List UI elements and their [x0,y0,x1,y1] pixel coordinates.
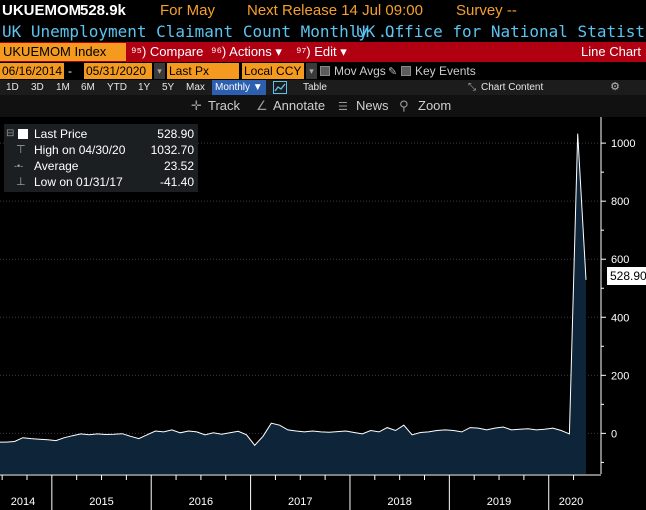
x-tick-label: 2015 [89,496,113,508]
security-subheader: UK Unemployment Claimant Count Monthly .… [0,22,646,42]
annotate-icon[interactable]: ∠ [256,98,268,113]
chart-content-button[interactable]: Chart Content [481,82,544,93]
annotate-button[interactable]: Annotate [273,98,326,113]
compare-button[interactable]: ⁹⁵) Compare [131,44,204,59]
security-title: UK Unemployment Claimant Count Monthly .… [2,22,407,41]
legend-average-value: 23.52 [163,159,194,173]
price-field-select[interactable]: Last Px [167,63,239,79]
ticker-symbol: UKUEMOM [2,2,82,19]
chart-content-icon[interactable]: ⤡ [468,82,476,93]
legend-average-label: Average [34,159,79,173]
period-bar: 1D 3D 1M 6M YTD 1Y 5Y Max Monthly ▼ Tabl… [0,80,646,95]
index-field[interactable]: UKUEMOM Index [0,43,126,61]
period-ytd[interactable]: YTD [107,82,127,93]
legend-low-value: -41.40 [159,175,194,189]
key-events-checkbox[interactable] [401,66,411,76]
news-icon[interactable]: ☰ [338,101,348,113]
period-5y[interactable]: 5Y [162,82,175,93]
series-line [0,133,587,447]
start-date-field[interactable]: 06/16/2014 [0,63,64,79]
end-date-dropdown-icon[interactable]: ▾ [154,63,165,79]
function-toolbar: UKUEMOM Index ⁹⁵) Compare ⁹⁶) Actions ▾ … [0,42,646,62]
line-chart[interactable]: 0 200 400 600 800 1000 2014 2015 2016 2017 2018 20… [0,117,646,510]
x-tick-label: 2014 [11,496,35,508]
date-separator: - [68,64,72,78]
actions-menu[interactable]: ⁹⁶) Actions ▾ [211,44,282,59]
legend-high-value: 1032.70 [150,143,194,157]
legend-low: ⊥ Low on 01/31/17 -41.40 [4,174,198,190]
legend-low-label: Low on 01/31/17 [34,175,123,189]
period-1m[interactable]: 1M [56,82,70,93]
x-tick-label: 2017 [288,496,312,508]
chart-options-bar: 06/16/2014 - 05/31/2020 ▾ Last Px Local … [0,63,646,79]
period-max[interactable]: Max [186,82,205,93]
x-tick-label: 2018 [387,496,411,508]
x-tick-label: 2019 [487,496,511,508]
chart-tools-bar: ✛ Track ∠ Annotate ☰ News ⚲ Zoom [0,95,646,117]
series-color-swatch [18,129,28,139]
mov-avgs-label: Mov Avgs [334,64,386,78]
next-release: Next Release 14 Jul 09:00 [247,2,423,19]
legend-average: -•- Average 23.52 [4,158,198,174]
average-marker-icon: -•- [14,161,24,171]
table-view-button[interactable]: Table [303,82,327,93]
zoom-button[interactable]: Zoom [418,98,452,113]
legend-high: ⊤ High on 04/30/20 1032.70 [4,142,198,158]
key-events-label: Key Events [415,64,476,78]
y-tick-label: 800 [611,196,629,208]
zoom-icon[interactable]: ⚲ [399,98,409,113]
low-marker-icon: ⊥ [16,176,26,188]
period-3d[interactable]: 3D [31,82,44,93]
for-period: For May [160,2,216,19]
survey: Survey -- [456,2,517,19]
legend-last-price[interactable]: ⊟ Last Price 528.90 [4,126,198,142]
edit-menu[interactable]: ⁹⁷) Edit ▾ [296,44,347,59]
currency-select[interactable]: Local CCY [242,63,304,79]
collapse-icon[interactable]: ⊟ [6,128,15,139]
x-tick-label: 2020 [559,496,583,508]
x-tick-label: 2016 [189,496,213,508]
mov-avgs-edit-icon[interactable]: ✎ [388,66,398,78]
chart-type-label: Line Chart [581,44,641,59]
chart-legend: ⊟ Last Price 528.90 ⊤ High on 04/30/20 1… [4,124,198,192]
y-tick-label: 1000 [611,138,635,150]
security-header: UKUEMOM 528.9k For May Next Release 14 J… [0,0,646,22]
period-1y[interactable]: 1Y [138,82,151,93]
legend-last-price-value: 528.90 [157,127,194,141]
period-6m[interactable]: 6M [81,82,95,93]
mov-avgs-checkbox[interactable] [320,66,330,76]
y-tick-label: 400 [611,312,629,324]
currency-dropdown-icon[interactable]: ▾ [306,63,317,79]
data-source: UK Office for National Statistics [356,22,646,41]
legend-high-label: High on 04/30/20 [34,143,126,157]
news-button[interactable]: News [356,98,389,113]
last-value-marker: 528.90 [607,267,646,285]
y-tick-label: 0 [611,428,617,440]
legend-last-price-label: Last Price [34,127,88,141]
crosshair-icon[interactable]: ✛ [191,98,202,113]
line-chart-icon[interactable] [273,81,287,94]
frequency-select[interactable]: Monthly ▼ [212,80,266,95]
track-button[interactable]: Track [208,98,241,113]
y-tick-label: 200 [611,370,629,382]
y-tick-label: 600 [611,254,629,266]
last-value: 528.9k [80,2,126,19]
period-1d[interactable]: 1D [6,82,19,93]
high-marker-icon: ⊤ [16,144,26,156]
end-date-field[interactable]: 05/31/2020 [84,63,152,79]
gear-icon[interactable]: ⚙ [610,81,620,93]
